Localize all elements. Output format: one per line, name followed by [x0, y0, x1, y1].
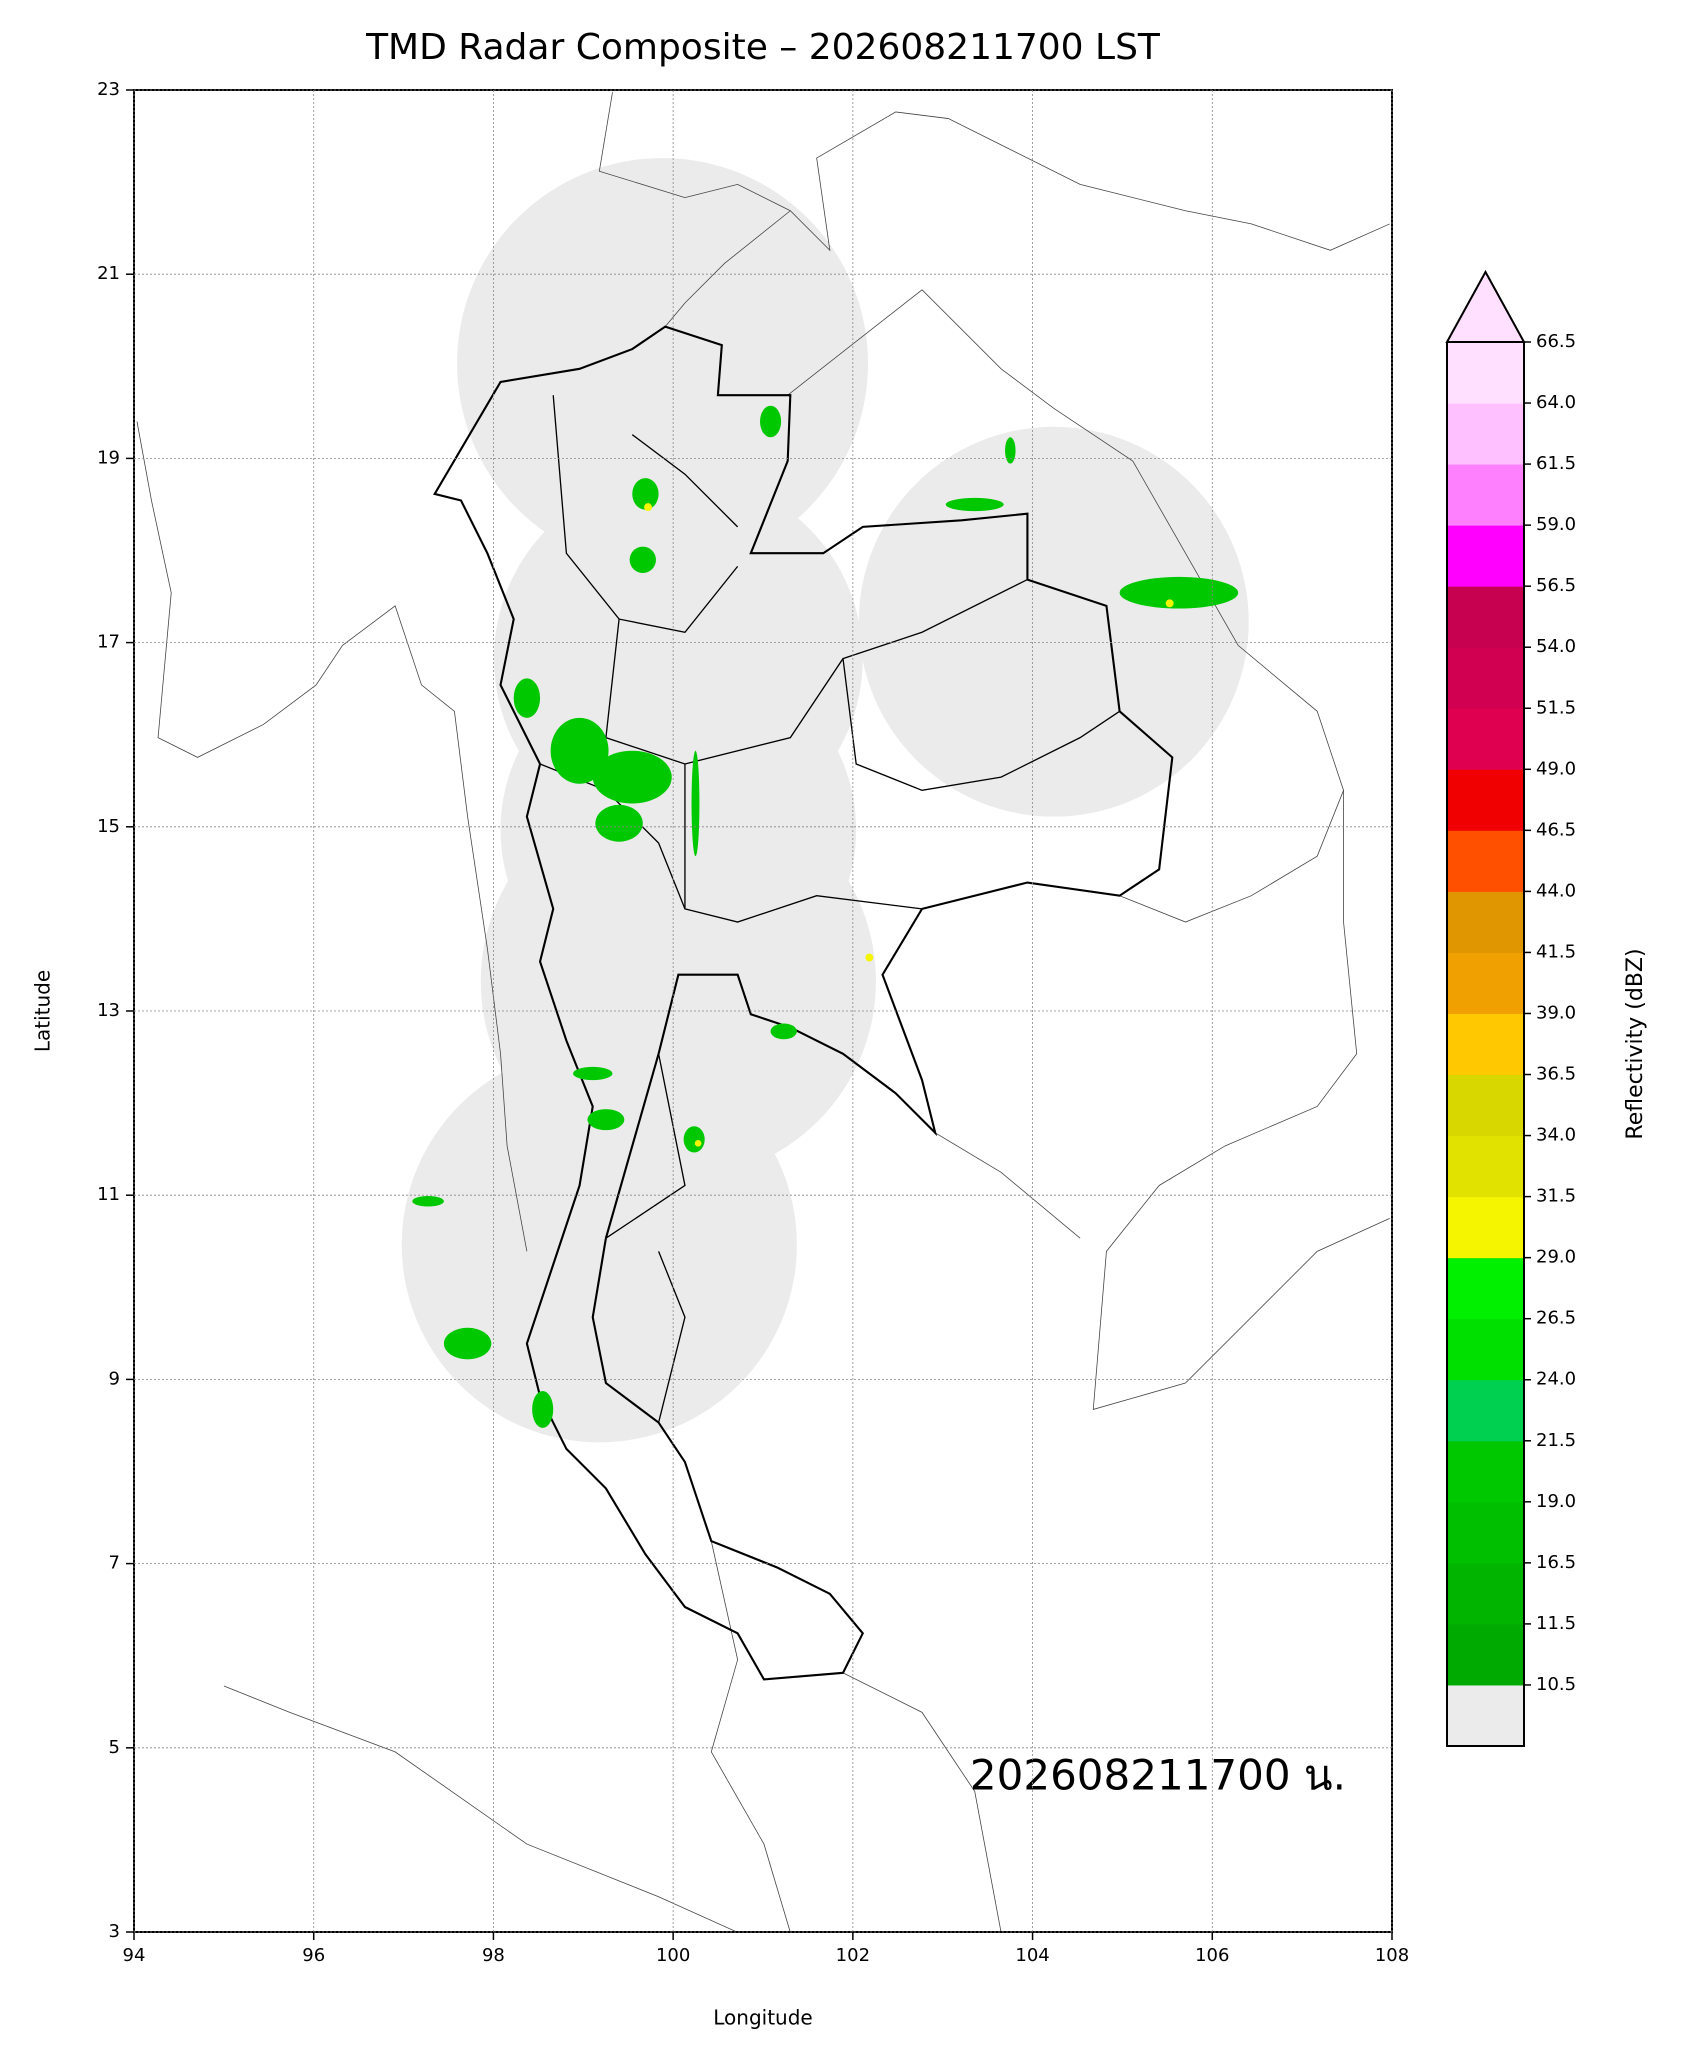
colorbar-band: [1447, 1562, 1524, 1625]
colorbar-tick-label: 41.5: [1536, 941, 1576, 962]
y-tick-label: 21: [97, 263, 120, 284]
y-tick-label: 3: [109, 1921, 120, 1942]
colorbar-tick-label: 59.0: [1536, 514, 1576, 535]
colorbar-tick-label: 66.5: [1536, 331, 1576, 352]
colorbar-band: [1447, 403, 1524, 465]
colorbar-band: [1447, 1257, 1524, 1320]
annotation: 202608211700 น.: [970, 1751, 1346, 1800]
colorbar-band: [1447, 891, 1524, 953]
colorbar-tick-label: 34.0: [1536, 1125, 1576, 1146]
basemap: [136, 92, 1390, 1932]
colorbar-band: [1447, 1196, 1524, 1259]
colorbar-band: [1447, 769, 1524, 831]
neighbour-borders: [136, 92, 1390, 1932]
colorbar-tick-label: 54.0: [1536, 636, 1576, 657]
colorbar-band: [1447, 1318, 1524, 1381]
colorbar-band: [1447, 1623, 1524, 1686]
x-tick-label: 108: [1375, 1945, 1409, 1966]
colorbar-frame: [1446, 342, 1525, 1747]
colorbar-band: [1447, 586, 1524, 648]
x-tick-label: 94: [123, 1945, 146, 1966]
colorbar-tick-label: 19.0: [1536, 1491, 1576, 1512]
radar-coverage: [401, 158, 1249, 1443]
y-tick-label: 13: [97, 1000, 120, 1021]
x-tick-label: 96: [302, 1945, 325, 1966]
colorbar-tick-label: 16.5: [1536, 1552, 1576, 1573]
y-tick-label: 7: [109, 1553, 120, 1574]
colorbar-tick-label: 51.5: [1536, 697, 1576, 718]
colorbar-tick-label: 56.5: [1536, 575, 1576, 596]
x-tick-label: 100: [656, 1945, 690, 1966]
x-axis-label: Longitude: [713, 2006, 812, 2030]
colorbar-tick-label: 10.5: [1536, 1674, 1576, 1695]
colorbar-band: [1447, 952, 1524, 1014]
y-tick-label: 5: [109, 1737, 120, 1758]
colorbar-band: [1447, 464, 1524, 526]
colorbar-band: [1447, 1501, 1524, 1564]
y-tick-label: 23: [97, 79, 120, 100]
colorbar-tick-label: 39.0: [1536, 1002, 1576, 1023]
colorbar-band: [1447, 1440, 1524, 1503]
colorbar-tick-label: 36.5: [1536, 1064, 1576, 1085]
colorbar-tick-label: 61.5: [1536, 453, 1576, 474]
colorbar-under: [1447, 1684, 1524, 1746]
y-tick-label: 17: [97, 632, 120, 653]
colorbar-band: [1447, 708, 1524, 770]
colorbar-band: [1447, 1074, 1524, 1137]
colorbar-tick-label: 11.5: [1536, 1613, 1576, 1634]
radar-echoes: [412, 405, 1239, 1428]
colorbar-band: [1447, 830, 1524, 892]
chart-title: TMD Radar Composite – 202608211700 LST: [365, 27, 1161, 68]
x-tick-label: 104: [1015, 1945, 1049, 1966]
colorbar-tick-label: 49.0: [1536, 758, 1576, 779]
colorbar-extension: [1445, 269, 1526, 343]
y-tick-label: 15: [97, 816, 120, 837]
thailand-outline: [433, 325, 1174, 1681]
colorbar-tick-label: 24.0: [1536, 1369, 1576, 1390]
colorbar-band: [1447, 342, 1524, 404]
colorbar-band: [1447, 647, 1524, 709]
colorbar-band: [1447, 1379, 1524, 1442]
colorbar-tick-label: 64.0: [1536, 392, 1576, 413]
y-tick-label: 9: [109, 1368, 120, 1389]
map-layer: [136, 92, 1390, 1932]
colorbar-tick-label: 31.5: [1536, 1186, 1576, 1207]
x-tick-label: 106: [1195, 1945, 1229, 1966]
y-axis-label: Latitude: [31, 970, 55, 1052]
y-tick-label: 11: [97, 1184, 120, 1205]
colorbar-band: [1447, 1135, 1524, 1198]
y-tick-label: 19: [97, 447, 120, 468]
colorbar-tick-label: 29.0: [1536, 1247, 1576, 1268]
colorbar-tick-label: 21.5: [1536, 1430, 1576, 1451]
colorbar-tick-label: 26.5: [1536, 1308, 1576, 1329]
x-tick-label: 98: [482, 1945, 505, 1966]
colorbar-label: Reflectivity (dBZ): [1623, 948, 1648, 1139]
colorbar-tick-label: 46.5: [1536, 819, 1576, 840]
x-tick-label: 102: [836, 1945, 870, 1966]
colorbar-band: [1447, 525, 1524, 587]
colorbar-band: [1447, 1013, 1524, 1076]
colorbar-tick-label: 44.0: [1536, 880, 1576, 901]
